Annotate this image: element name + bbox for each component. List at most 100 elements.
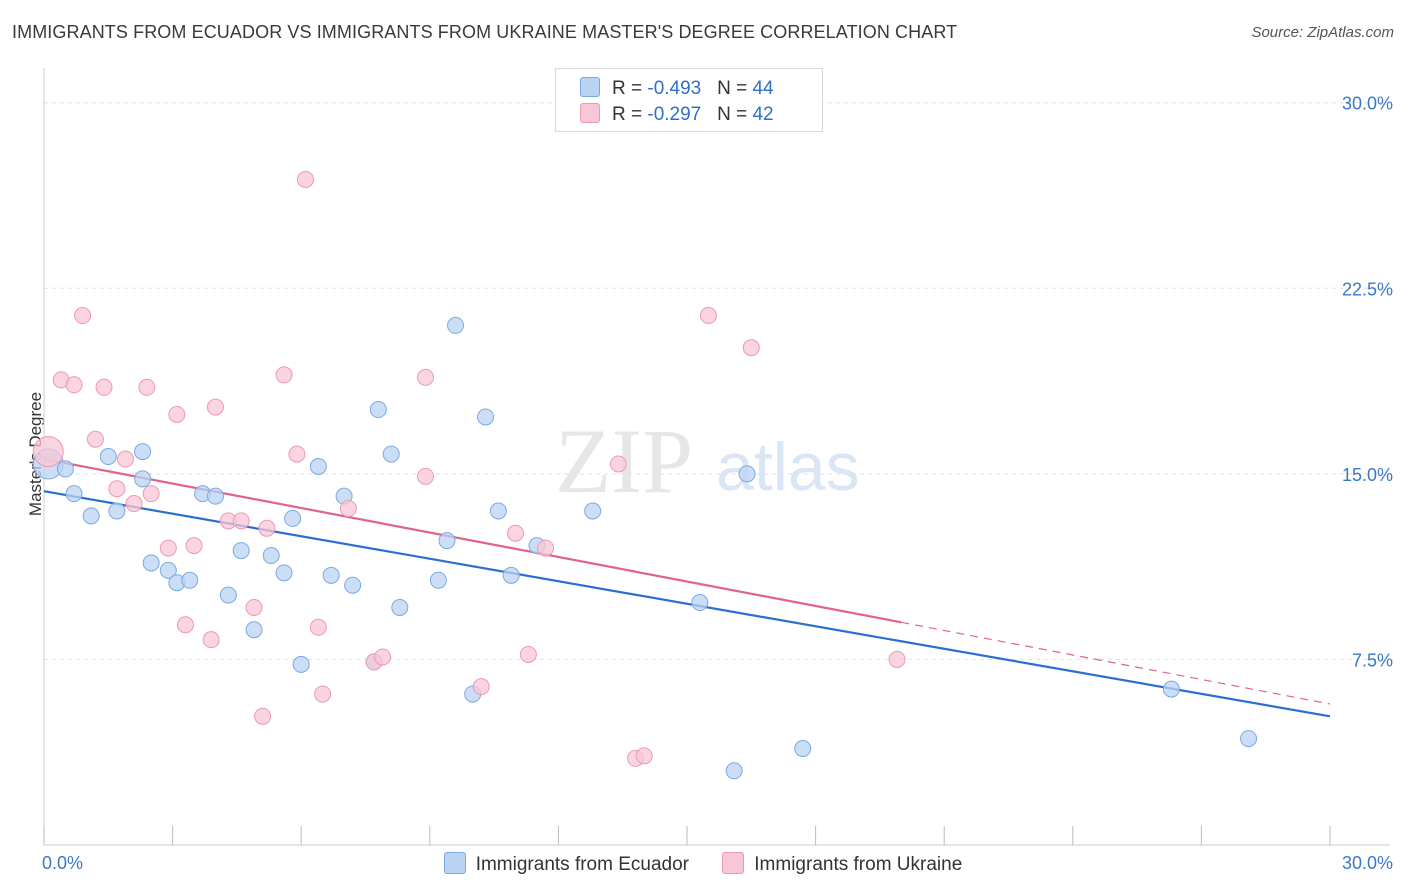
x-tick-label-min: 0.0% <box>42 853 83 873</box>
ecuador-point <box>262 547 280 565</box>
ecuador-point <box>134 443 152 461</box>
y-tick-label: 15.0% <box>1342 465 1393 485</box>
ecuador-point <box>219 586 237 604</box>
ukraine-point <box>168 405 186 423</box>
legend-n-label: N = <box>717 78 753 99</box>
ecuador-point <box>794 740 812 758</box>
ukraine-point <box>374 648 392 666</box>
ukraine-point <box>206 398 224 416</box>
ecuador-legend-swatch <box>443 852 466 874</box>
ecuador-point <box>369 401 387 419</box>
legend-n-value-ecuador: 44 <box>752 78 774 99</box>
ukraine-point <box>245 598 263 616</box>
ecuador-point <box>1240 730 1258 748</box>
ukraine-point <box>86 430 104 448</box>
legend-n-label: N = <box>717 104 753 125</box>
legend-r-value-ukraine: -0.297 <box>647 104 702 125</box>
ukraine-point <box>176 616 194 634</box>
ukraine-point <box>888 650 906 668</box>
ukraine-point <box>417 467 435 485</box>
ecuador-point <box>382 445 400 463</box>
ecuador-point <box>56 460 74 478</box>
legend-item-ukraine: Immigrants from Ukraine <box>722 852 962 876</box>
ecuador-point <box>1162 680 1180 698</box>
ecuador-point <box>489 502 507 520</box>
ukraine-trendline-extension <box>901 621 1331 705</box>
ukraine-point <box>32 436 64 468</box>
legend-row-ecuador: R = -0.493 N = 44 <box>580 77 774 99</box>
ukraine-point <box>95 378 113 396</box>
ukraine-point <box>74 307 92 325</box>
ukraine-point <box>258 519 276 537</box>
ukraine-point <box>314 685 332 703</box>
ecuador-point <box>477 408 495 426</box>
watermark: ZIP atlas <box>555 410 860 512</box>
ukraine-point <box>275 366 293 384</box>
ecuador-point <box>108 502 126 520</box>
ecuador-point <box>691 594 709 612</box>
legend-item-ecuador: Immigrants from Ecuador <box>443 852 689 876</box>
ukraine-point <box>537 539 555 557</box>
ecuador-point <box>322 566 340 584</box>
ecuador-point <box>738 465 756 483</box>
y-tick-label: 7.5% <box>1352 650 1393 670</box>
ukraine-point <box>202 631 220 649</box>
ukraine-point <box>254 707 272 725</box>
source-credit: Source: ZipAtlas.com <box>1251 24 1394 41</box>
ecuador-point <box>292 655 310 673</box>
series-legend: Immigrants from Ecuador Immigrants from … <box>0 852 1406 876</box>
ukraine-point <box>125 495 143 513</box>
ukraine-point <box>185 537 203 555</box>
ukraine-point <box>339 500 357 518</box>
ukraine-point <box>138 378 156 396</box>
ecuador-point <box>391 598 409 616</box>
ecuador-point <box>232 542 250 560</box>
ukraine-point <box>507 524 525 542</box>
watermark-atlas: atlas <box>716 429 860 505</box>
ukraine-point <box>232 512 250 530</box>
ecuador-point <box>275 564 293 582</box>
ecuador-point <box>584 502 602 520</box>
ecuador-point <box>284 509 302 527</box>
x-tick-label-max: 30.0% <box>1342 853 1393 873</box>
ukraine-point <box>142 485 160 503</box>
ukraine-point <box>309 618 327 636</box>
ukraine-swatch <box>580 103 600 123</box>
ukraine-point <box>417 368 435 386</box>
ecuador-point <box>447 316 465 334</box>
correlation-legend: R = -0.493 N = 44 R = -0.297 N = 42 <box>555 68 823 132</box>
ukraine-point <box>609 455 627 473</box>
ukraine-trendline <box>43 457 902 624</box>
ukraine-point <box>296 170 314 188</box>
ukraine-point <box>742 339 760 357</box>
ukraine-point <box>699 307 717 325</box>
legend-row-ukraine: R = -0.297 N = 42 <box>580 103 774 125</box>
ukraine-point <box>116 450 134 468</box>
ecuador-point <box>82 507 100 525</box>
ecuador-point <box>206 487 224 505</box>
legend-label-ukraine: Immigrants from Ukraine <box>754 854 963 875</box>
legend-n-value-ukraine: 42 <box>752 104 774 125</box>
ukraine-point <box>519 645 537 663</box>
ecuador-point <box>65 485 83 503</box>
ecuador-point <box>344 576 362 594</box>
ecuador-point <box>159 561 177 579</box>
ecuador-point <box>429 571 447 589</box>
ukraine-legend-swatch <box>722 852 745 874</box>
ecuador-point <box>142 554 160 572</box>
ukraine-point <box>159 539 177 557</box>
ukraine-point <box>65 376 83 394</box>
legend-r-value-ecuador: -0.493 <box>647 78 702 99</box>
ecuador-point <box>99 448 117 466</box>
y-tick-label: 30.0% <box>1342 94 1393 114</box>
ecuador-point <box>502 566 520 584</box>
legend-r-label: R = <box>612 78 648 99</box>
ukraine-point <box>472 678 490 696</box>
y-tick-label: 22.5% <box>1342 279 1393 299</box>
ecuador-point <box>309 457 327 475</box>
ukraine-point <box>288 445 306 463</box>
chart-title: IMMIGRANTS FROM ECUADOR VS IMMIGRANTS FR… <box>12 22 958 42</box>
ecuador-point <box>438 532 456 550</box>
ecuador-swatch <box>580 77 600 97</box>
